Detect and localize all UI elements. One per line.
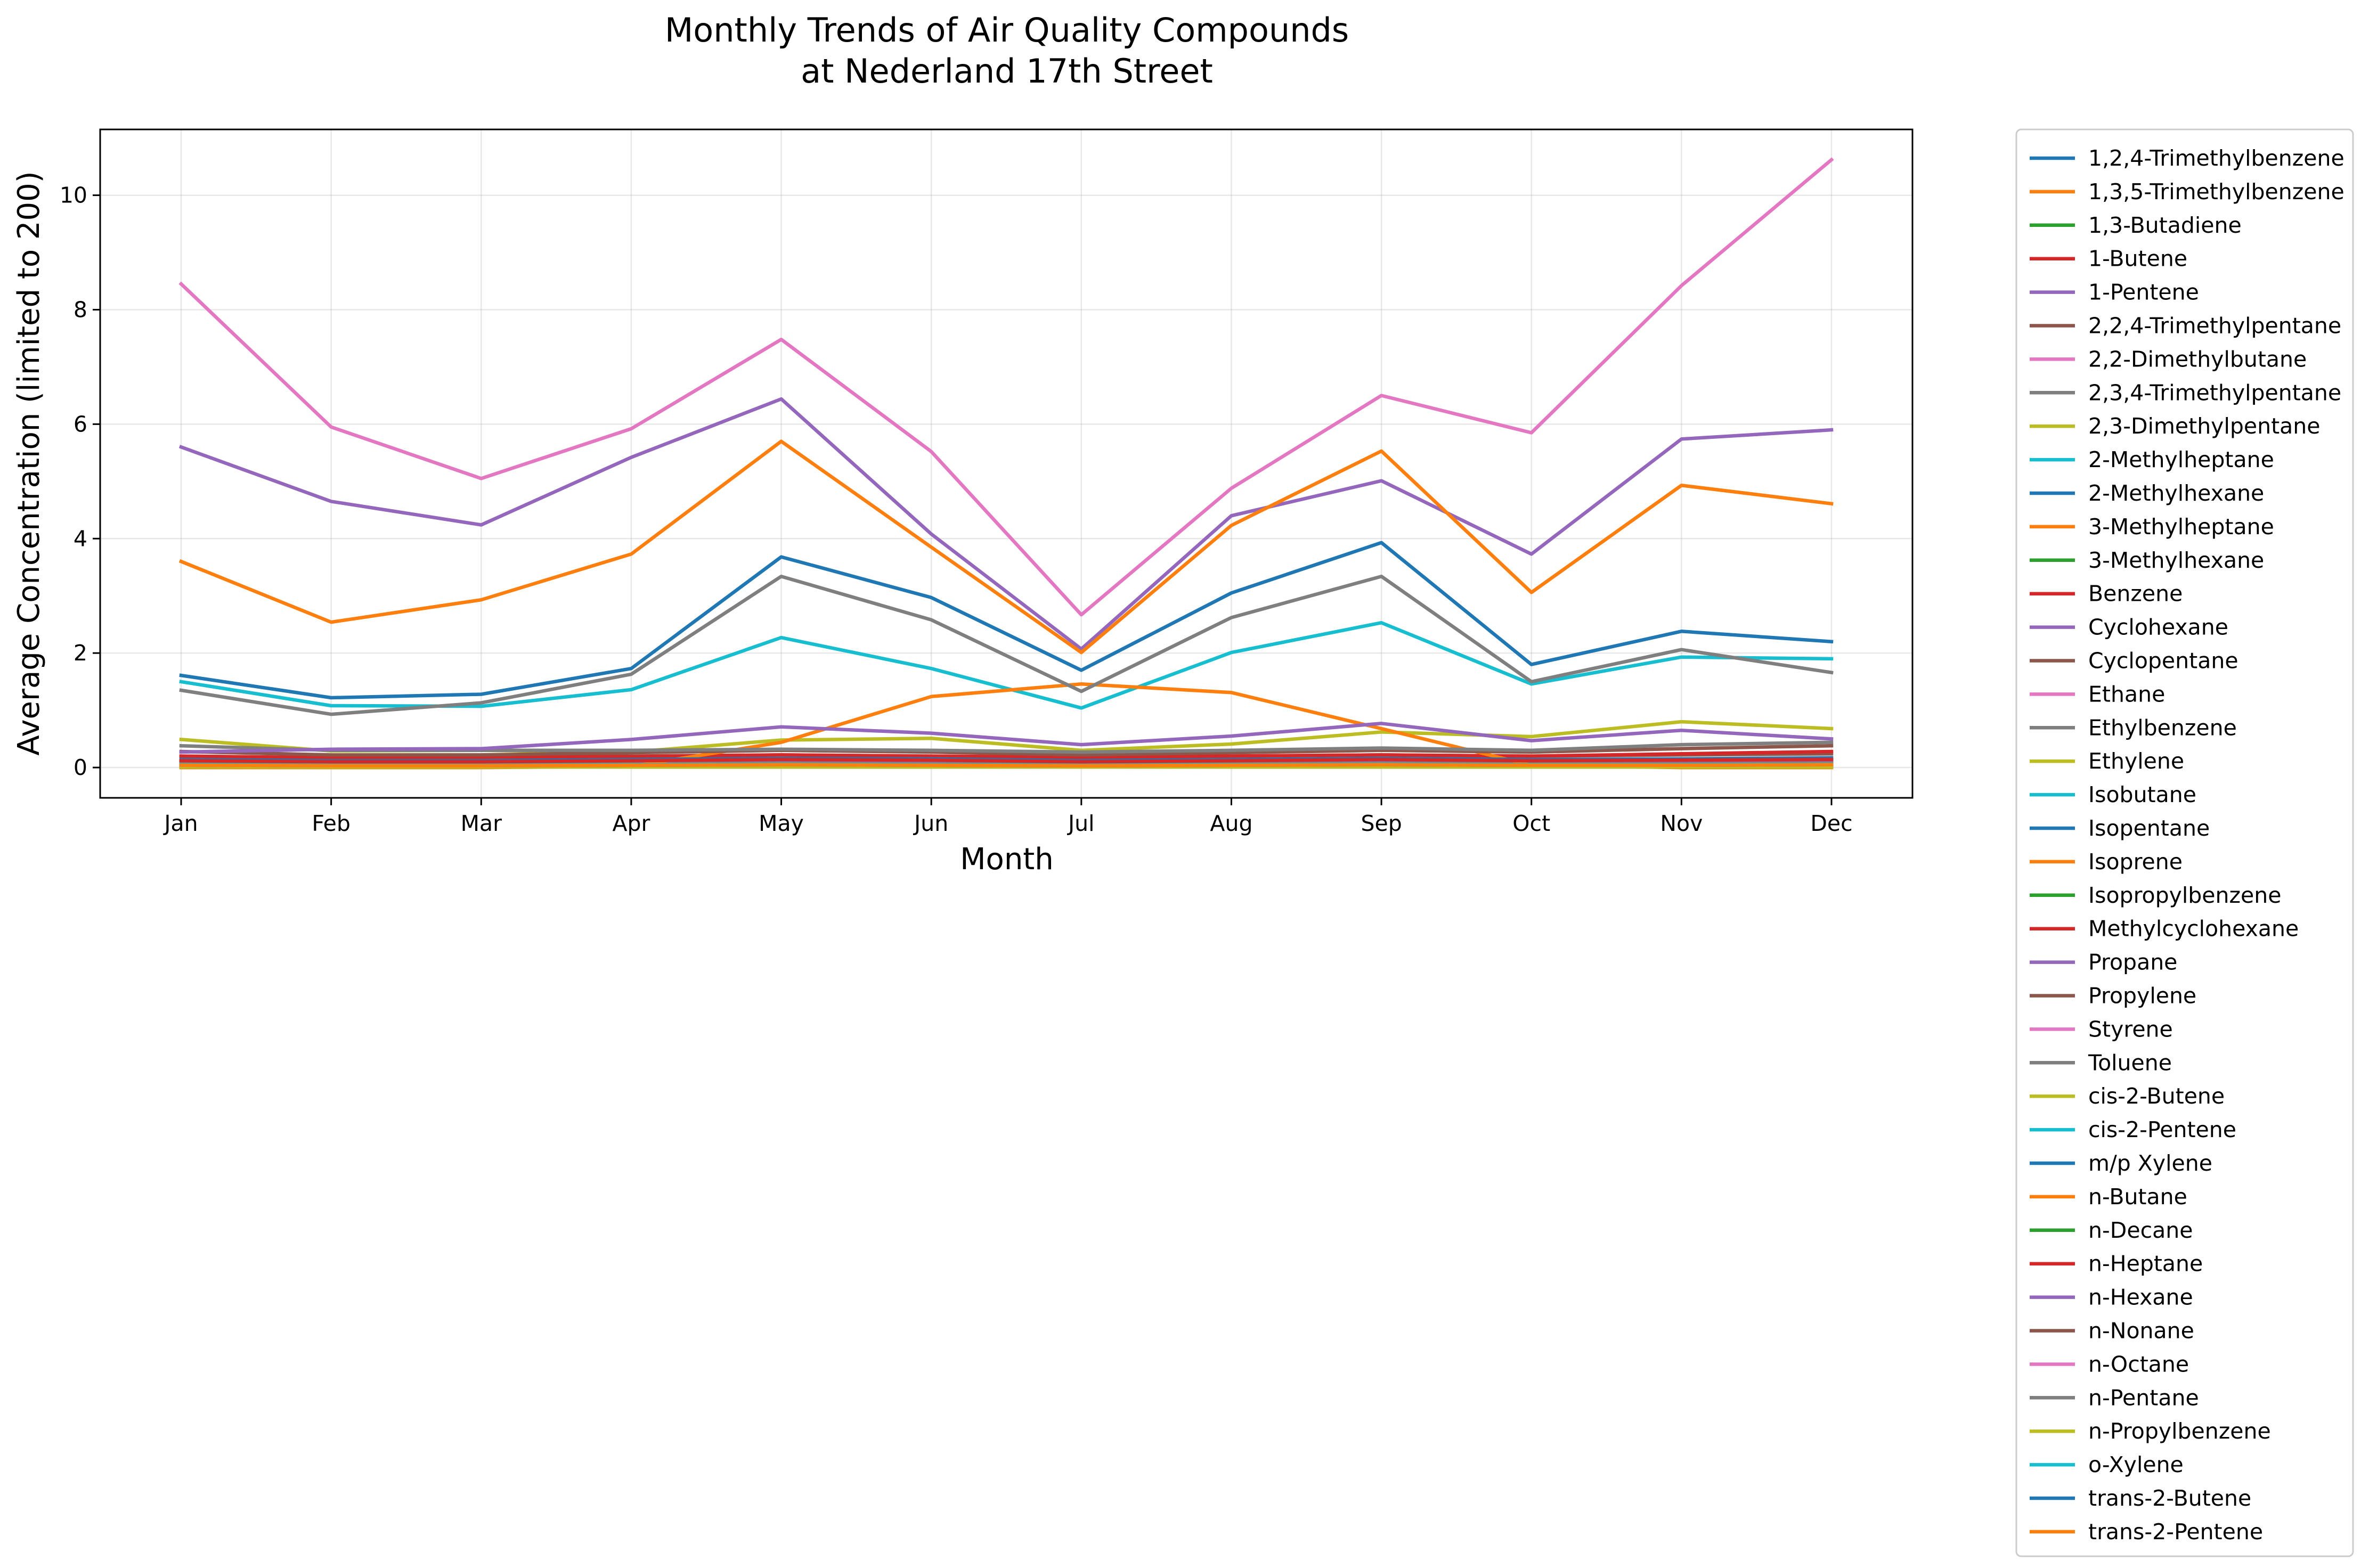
legend-entry-label: n-Decane [2088,1218,2193,1243]
legend-entry-label: Toluene [2088,1050,2172,1075]
legend-entry-label: Ethylene [2088,748,2184,774]
series-line [179,541,1834,700]
legend-entry-label: trans-2-Butene [2088,1485,2251,1511]
legend-entry-label: 2,3-Dimethylpentane [2088,413,2321,439]
series-line [179,763,1834,768]
legend-entry-label: 1-Pentene [2088,280,2199,305]
legend-entry-label: trans-2-Pentene [2088,1519,2263,1545]
legend-entry-label: Methylcyclohexane [2088,916,2299,942]
legend-entry-label: Ethylbenzene [2088,715,2237,740]
legend-entry-label: Cyclopentane [2088,648,2238,674]
legend-entry-label: 1,2,4-Trimethylbenzene [2088,145,2344,171]
y-tick-label: 10 [60,183,87,208]
axis-ticks: Jan Feb Mar Apr May Jun Jul Aug Sep Oct Nov Dec 0 2 4 6… [60,183,1853,836]
legend-entry-label: n-Hexane [2088,1285,2193,1310]
series-line [179,749,1834,760]
legend-entry-label: 2,2,4-Trimethylpentane [2088,313,2341,339]
y-tick-label: 0 [74,755,87,780]
legend-entry-label: Styrene [2088,1016,2173,1042]
series-line [179,722,1834,754]
legend-entry-label: 1-Butene [2088,246,2187,272]
legend-entry-label: Isopropylbenzene [2088,883,2281,908]
legend-entry-label: o-Xylene [2088,1452,2184,1477]
series-line [179,574,1834,716]
x-tick-label: Nov [1660,811,1703,836]
legend-entry-label: 3-Methylhexane [2088,548,2264,573]
legend-entry-label: Propylene [2088,983,2196,1009]
x-tick-label: Oct [1512,811,1550,836]
y-axis-label: Average Concentration (limited to 200) [12,171,46,755]
series-line [179,757,1834,764]
chart-title-line-2: at Nederland 17th Street [801,52,1213,91]
series-line [178,439,1834,655]
x-tick-label: Aug [1210,811,1252,836]
legend-entry-label: cis-2-Pentene [2088,1117,2236,1142]
legend-entry-label: Isobutane [2088,782,2196,807]
series-line [178,397,1834,651]
legend-entry-label: 2,2-Dimethylbutane [2088,346,2307,372]
x-tick-label: Dec [1810,811,1852,836]
legend-entry-label: cis-2-Butene [2088,1083,2225,1109]
plot-frame [99,128,1914,799]
legend-entry-label: n-Butane [2088,1184,2187,1210]
x-tick-label: Apr [612,811,650,836]
legend-entry-label: Cyclohexane [2088,615,2228,640]
legend-entry-label: 2-Methylhexane [2088,480,2264,506]
x-tick-label: Jan [162,811,198,836]
legend-entry-label: Isopentane [2088,815,2210,841]
legend-entry-label: 2,3,4-Trimethylpentane [2088,380,2341,405]
legend-entry-label: 1,3-Butadiene [2088,213,2242,238]
legend-entry-label: n-Octane [2088,1351,2189,1377]
y-tick-label: 8 [74,297,87,322]
x-tick-label: Sep [1361,811,1402,836]
legend-entry-label: m/p Xylene [2088,1150,2212,1176]
y-tick-label: 4 [74,526,87,551]
series-line [178,157,1834,617]
legend-entry-label: 1,3,5-Trimethylbenzene [2088,179,2344,205]
legend: 1,2,4-Trimethylbenzene 1,3,5-Trimethylben… [2015,128,2354,1557]
legend-entry-label: 2-Methylheptane [2088,447,2274,472]
x-tick-label: Feb [312,811,351,836]
legend-entry-label: Isoprene [2088,849,2183,875]
legend-entry-label: Benzene [2088,581,2183,607]
chart-title-line-1: Monthly Trends of Air Quality Compounds [665,11,1349,50]
x-tick-label: Jul [1067,811,1094,836]
legend-entry-label: n-Pentane [2088,1385,2199,1410]
legend-entry-label: n-Heptane [2088,1251,2203,1277]
legend-entry-label: Propane [2088,950,2177,975]
x-tick-label: May [759,811,804,836]
legend-frame [2015,128,2354,1557]
x-axis-label: Month [960,842,1054,877]
legend-entry-label: n-Nonane [2088,1318,2194,1344]
legend-entry-label: Ethane [2088,681,2165,707]
series-lines [178,157,1834,770]
y-tick-label: 6 [74,411,87,437]
legend-entry-label: n-Propylbenzene [2088,1418,2271,1444]
series-line [179,744,1834,757]
legend-entry-label: 3-Methylheptane [2088,514,2274,540]
x-tick-label: Jun [913,811,948,836]
x-tick-label: Mar [461,811,502,836]
y-tick-label: 2 [74,640,87,666]
